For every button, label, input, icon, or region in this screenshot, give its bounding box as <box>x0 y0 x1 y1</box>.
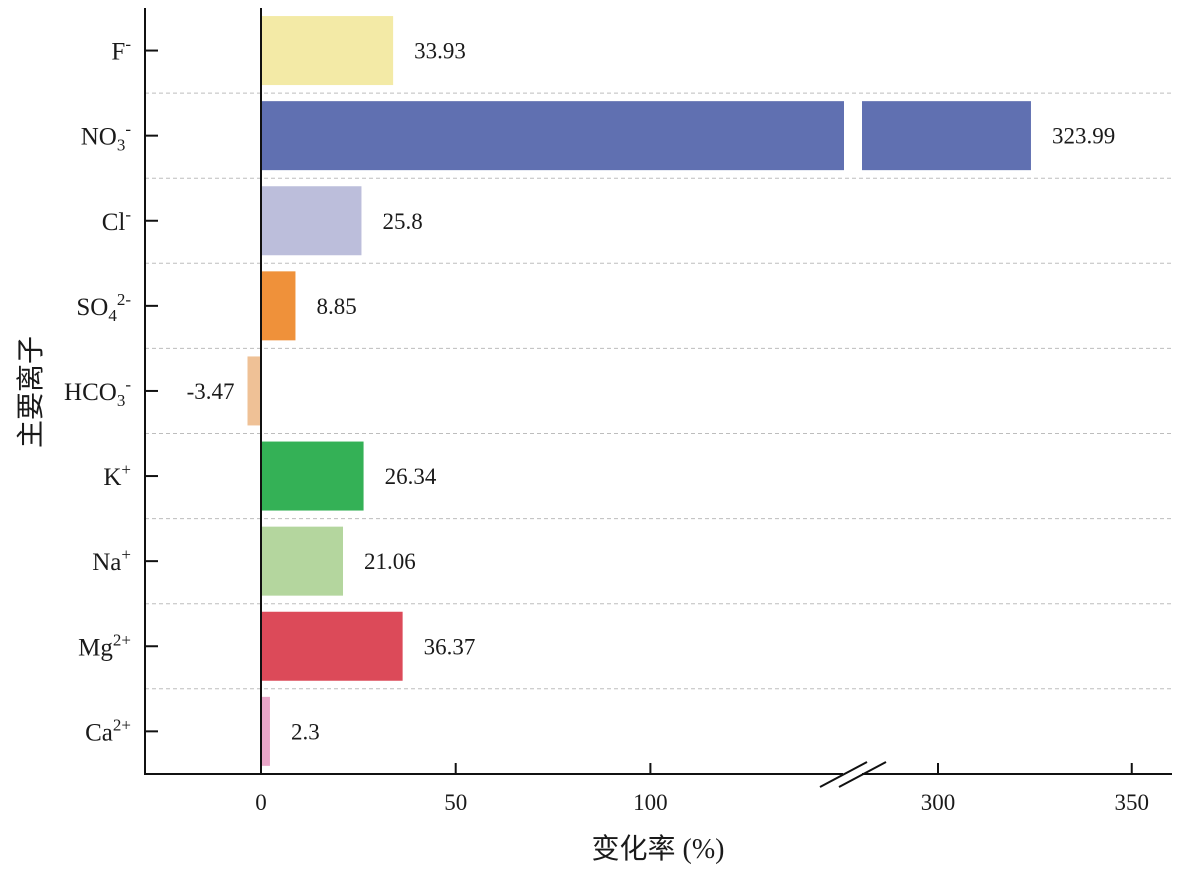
bar-value-label: 26.34 <box>385 464 437 489</box>
category-label-superscript: 2+ <box>113 630 131 649</box>
bar <box>261 526 344 596</box>
x-tick-label: 50 <box>444 790 467 815</box>
category-label-base: F <box>111 39 125 66</box>
x-tick-label: 100 <box>633 790 668 815</box>
category-label-superscript: 2+ <box>113 715 131 734</box>
category-label: SO42- <box>76 290 131 325</box>
category-label-superscript: 2- <box>117 290 132 309</box>
category-label-superscript: - <box>125 205 131 224</box>
bar-value-label: 33.93 <box>414 39 466 64</box>
category-label-superscript: - <box>125 375 131 394</box>
category-label-base: SO <box>76 294 108 321</box>
category-label: K+ <box>103 460 131 491</box>
bar-layer <box>247 16 1031 766</box>
category-label: F- <box>111 35 131 66</box>
label-layer: 33.93 323.99 25.8 8.85 -3.47 26.34 21.06 36.37 2… <box>15 35 1149 865</box>
category-label-base: Na <box>92 549 121 576</box>
category-label: NO3- <box>81 120 132 155</box>
bar-value-label: 21.06 <box>364 549 416 574</box>
x-axis-title: 变化率 (%) <box>592 833 725 865</box>
bar-value-label: 2.3 <box>291 719 320 744</box>
category-label-base: NO <box>81 124 117 151</box>
bar <box>261 186 362 256</box>
axis-layer <box>144 8 1172 788</box>
axis-break-mark <box>819 761 868 788</box>
category-label-superscript: + <box>121 545 131 564</box>
bar-value-label: 8.85 <box>316 294 356 319</box>
category-label-superscript: + <box>121 460 131 479</box>
bar <box>261 611 403 681</box>
bar-value-label: 36.37 <box>424 634 476 659</box>
category-label-subscript: 3 <box>117 391 126 410</box>
category-label: HCO3- <box>64 375 131 410</box>
category-label: Cl- <box>102 205 132 236</box>
grid-layer <box>145 92 1172 690</box>
bar <box>261 16 394 86</box>
y-axis-title: 主要离子 <box>15 336 47 448</box>
bar <box>261 271 296 341</box>
bar <box>261 441 364 511</box>
category-label-base: K <box>103 464 121 491</box>
x-tick-label: 0 <box>255 790 267 815</box>
category-label: Mg2+ <box>78 630 131 661</box>
category-label-subscript: 4 <box>108 306 117 325</box>
bar-value-label: 25.8 <box>382 209 422 234</box>
category-label-superscript: - <box>125 35 131 54</box>
bar-broken-segment <box>862 101 1031 171</box>
category-label-base: Ca <box>85 719 113 746</box>
bar-value-label: -3.47 <box>187 379 235 404</box>
bar-value-label: 323.99 <box>1052 124 1115 149</box>
category-label-base: Cl <box>102 209 126 236</box>
category-label-base: Mg <box>78 634 113 661</box>
axis-break-mark <box>838 761 887 788</box>
category-label: Na+ <box>92 545 131 576</box>
x-tick-label: 350 <box>1115 790 1150 815</box>
category-label-superscript: - <box>125 120 131 139</box>
category-label-base: HCO <box>64 379 117 406</box>
x-tick-label: 300 <box>921 790 956 815</box>
category-label: Ca2+ <box>85 715 131 746</box>
bar <box>247 356 261 426</box>
bar <box>261 101 844 171</box>
category-label-subscript: 3 <box>117 136 126 155</box>
bar <box>261 696 270 766</box>
